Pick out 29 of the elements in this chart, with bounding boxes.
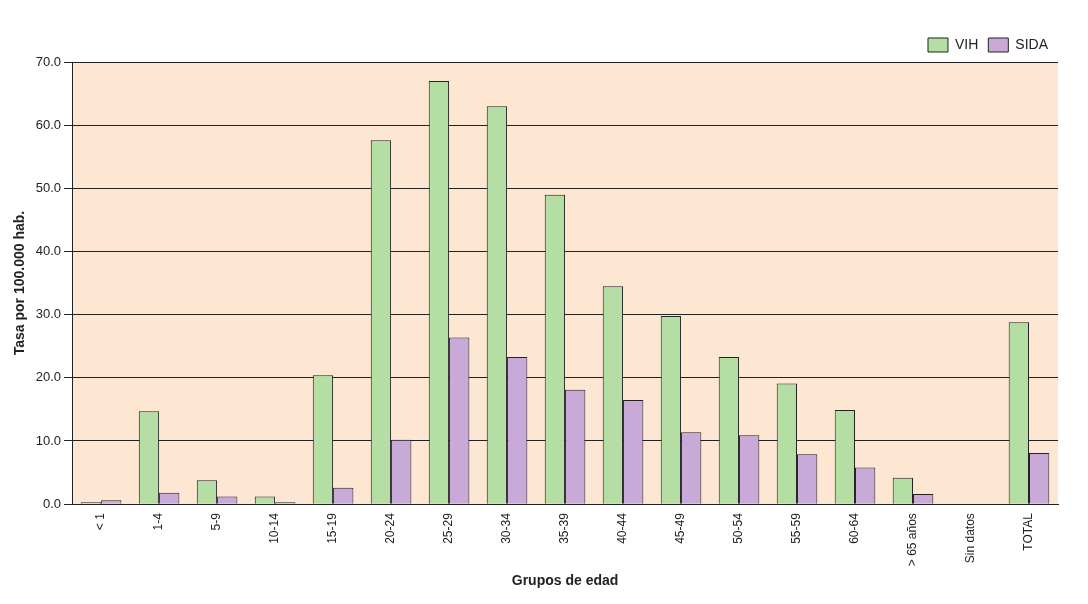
x-tick-label: < 1 xyxy=(93,512,108,531)
x-tick-label: 30-34 xyxy=(499,512,514,544)
x-tick-label: 25-29 xyxy=(441,512,456,544)
x-tick-label: 1-4 xyxy=(151,512,166,531)
y-tick-label: 20.0 xyxy=(35,369,62,385)
x-tick-label: > 65 años xyxy=(905,513,920,567)
x-tick-label: 35-39 xyxy=(557,512,572,544)
y-tick-label: 10.0 xyxy=(35,432,62,448)
x-tick-label: 20-24 xyxy=(383,512,398,544)
y-tick-label: 0.0 xyxy=(43,495,62,511)
x-tick-label: Sin datos xyxy=(963,513,978,564)
legend-label: SIDA xyxy=(1015,35,1049,52)
y-tick-label: 70.0 xyxy=(35,53,62,69)
y-tick-label: 40.0 xyxy=(35,243,62,259)
y-tick-label: 50.0 xyxy=(35,179,62,195)
x-tick-label: 50-54 xyxy=(731,512,746,544)
x-tick-label: TOTAL xyxy=(1021,512,1036,551)
x-tick-label: 40-44 xyxy=(615,512,630,544)
x-axis-title: Grupos de edad xyxy=(511,572,619,589)
x-tick-label: 10-14 xyxy=(267,512,282,544)
y-axis-title: Tasa por 100.000 hab. xyxy=(11,210,28,356)
x-tick-label: 5-9 xyxy=(209,512,224,531)
x-tick-label: 55-59 xyxy=(789,512,804,544)
y-tick-label: 30.0 xyxy=(35,306,62,322)
x-tick-label: 15-19 xyxy=(325,512,340,544)
y-tick-label: 60.0 xyxy=(35,116,62,132)
x-tick-label: 45-49 xyxy=(673,512,688,544)
legend-label: VIH xyxy=(954,35,979,52)
x-tick-label: 60-64 xyxy=(847,512,862,544)
